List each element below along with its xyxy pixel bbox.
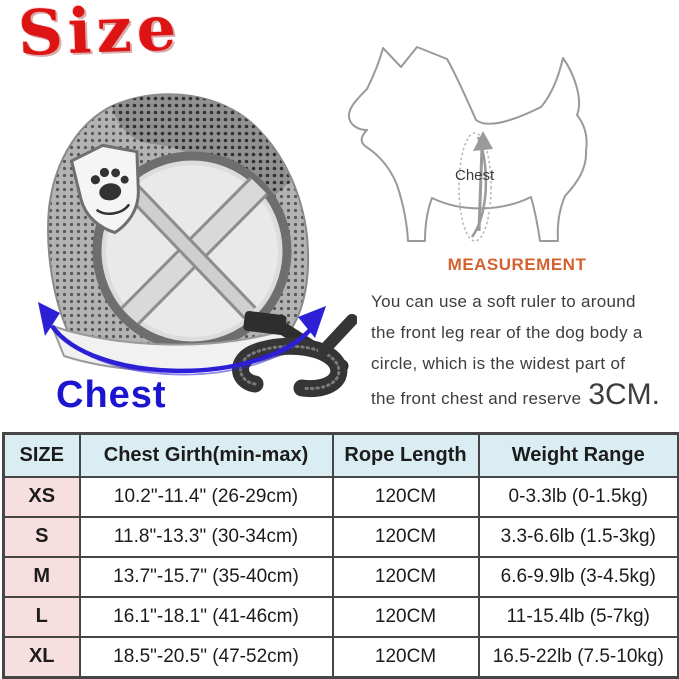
vest-cross-straps	[120, 176, 269, 326]
harness-chest-label: Chest	[56, 374, 167, 416]
size-cell: S	[2, 515, 81, 558]
size-cell: XL	[2, 635, 81, 679]
table-row: L 16.1"-18.1" (41-46cm) 120CM 11-15.4lb …	[2, 595, 679, 638]
chest-girth-cell: 18.5"-20.5" (47-52cm)	[78, 635, 334, 679]
size-cell: XS	[2, 476, 81, 518]
col-header-chest-girth: Chest Girth(min-max)	[78, 432, 334, 478]
rope-length-cell: 120CM	[331, 595, 480, 638]
weight-range-cell: 0-3.3lb (0-1.5kg)	[477, 476, 679, 518]
measurement-heading: MEASUREMENT	[447, 255, 587, 274]
dog-chest-measure	[458, 131, 493, 242]
page-title: Size	[16, 0, 183, 70]
table-row: XS 10.2"-11.4" (26-29cm) 120CM 0-3.3lb (…	[2, 476, 679, 518]
table-row: M 13.7"-15.7" (35-40cm) 120CM 6.6-9.9lb …	[2, 555, 679, 598]
weight-range-cell: 16.5-22lb (7.5-10kg)	[477, 635, 679, 679]
rope-length-cell: 120CM	[331, 515, 480, 558]
weight-range-cell: 6.6-9.9lb (3-4.5kg)	[477, 555, 679, 598]
chest-girth-cell: 16.1"-18.1" (41-46cm)	[78, 595, 334, 638]
col-header-rope-length: Rope Length	[331, 432, 480, 478]
paw-badge-icon	[69, 143, 140, 235]
instruction-line: circle, which is the widest part of	[371, 354, 626, 373]
instruction-emphasis: 3CM.	[588, 378, 661, 411]
table-row: S 11.8"-13.3" (30-34cm) 120CM 3.3-6.6lb …	[2, 515, 679, 558]
table-row: XL 18.5"-20.5" (47-52cm) 120CM 16.5-22lb…	[2, 635, 679, 679]
rope-length-cell: 120CM	[331, 555, 480, 598]
chest-girth-cell: 13.7"-15.7" (35-40cm)	[78, 555, 334, 598]
table-header-row: SIZE Chest Girth(min-max) Rope Length We…	[2, 432, 679, 478]
size-cell: M	[2, 555, 81, 598]
harness-vest-graphic	[38, 93, 358, 398]
instruction-line: the front chest and reserve 3CM.	[371, 379, 675, 410]
weight-range-cell: 3.3-6.6lb (1.5-3kg)	[477, 515, 679, 558]
rope-length-cell: 120CM	[331, 635, 480, 679]
weight-range-cell: 11-15.4lb (5-7kg)	[477, 595, 679, 638]
instruction-line-text: the front chest and reserve	[371, 389, 582, 408]
instruction-line: You can use a soft ruler to around	[371, 292, 636, 311]
size-cell: L	[2, 595, 81, 638]
size-table: SIZE Chest Girth(min-max) Rope Length We…	[2, 432, 679, 679]
dog-outline-illustration: Chest	[345, 45, 605, 255]
rope-length-cell: 120CM	[331, 476, 480, 518]
chest-girth-cell: 11.8"-13.3" (30-34cm)	[78, 515, 334, 558]
chest-girth-cell: 10.2"-11.4" (26-29cm)	[78, 476, 334, 518]
dog-chest-label: Chest	[455, 167, 495, 184]
measurement-instructions: You can use a soft ruler to around the f…	[371, 286, 675, 410]
dog-silhouette	[347, 46, 588, 242]
col-header-size: SIZE	[2, 432, 81, 478]
chest-measure-arrow	[38, 302, 326, 376]
harness-illustration	[12, 88, 358, 403]
dog-outline-graphic: Chest	[347, 46, 588, 242]
col-header-weight-range: Weight Range	[477, 432, 679, 478]
instruction-line: the front leg rear of the dog body a	[371, 323, 643, 342]
